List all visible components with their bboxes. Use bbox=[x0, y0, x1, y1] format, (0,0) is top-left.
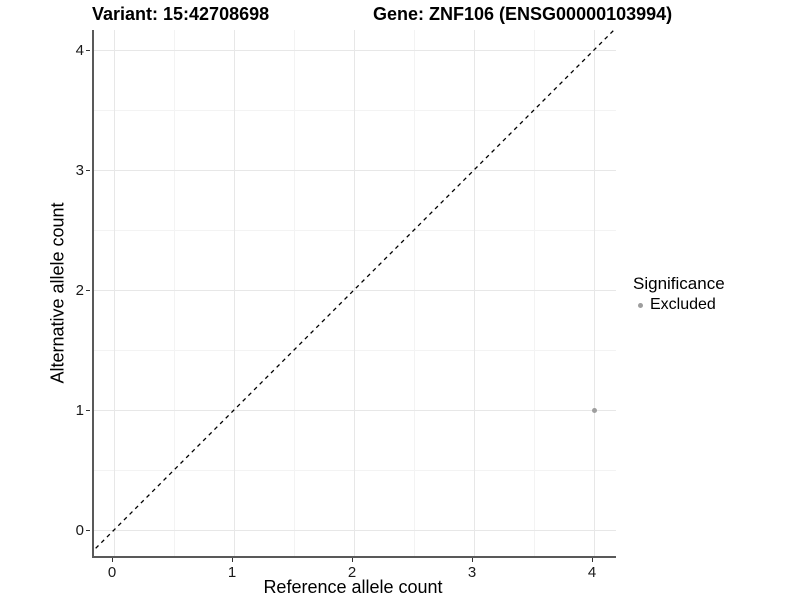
minor-gridline-y bbox=[94, 110, 616, 111]
major-gridline-x bbox=[474, 30, 475, 556]
major-gridline-x bbox=[354, 30, 355, 556]
y-tick-label: 4 bbox=[75, 42, 84, 59]
legend: Significance Excluded bbox=[633, 274, 725, 314]
minor-gridline-y bbox=[94, 350, 616, 351]
major-gridline-y bbox=[94, 50, 616, 51]
y-tick-mark bbox=[86, 170, 90, 171]
major-gridline-x bbox=[114, 30, 115, 556]
variant-title: Variant: 15:42708698 bbox=[92, 4, 270, 24]
x-tick-mark bbox=[472, 558, 473, 562]
major-gridline-x bbox=[594, 30, 595, 556]
major-gridline-y bbox=[94, 290, 616, 291]
x-axis-title: Reference allele count bbox=[263, 577, 443, 597]
x-tick-mark bbox=[112, 558, 113, 562]
x-tick-label: 3 bbox=[467, 564, 477, 581]
legend-item: Excluded bbox=[633, 296, 725, 314]
minor-gridline-x bbox=[294, 30, 295, 556]
major-gridline-x bbox=[234, 30, 235, 556]
y-tick-label: 1 bbox=[75, 402, 84, 419]
x-tick-mark bbox=[352, 558, 353, 562]
plot-panel bbox=[92, 30, 616, 558]
major-gridline-y bbox=[94, 410, 616, 411]
identity-line bbox=[94, 30, 615, 551]
minor-gridline-x bbox=[414, 30, 415, 556]
y-tick-mark bbox=[86, 50, 90, 51]
y-tick-label: 0 bbox=[75, 522, 84, 539]
x-tick-label: 1 bbox=[227, 564, 237, 581]
x-tick-label: 0 bbox=[107, 564, 117, 581]
minor-gridline-y bbox=[94, 230, 616, 231]
x-tick-mark bbox=[232, 558, 233, 562]
x-tick-label: 2 bbox=[347, 564, 357, 581]
x-tick-label: 4 bbox=[587, 564, 597, 581]
legend-key-dot-icon bbox=[638, 302, 643, 308]
legend-item-label: Excluded bbox=[650, 296, 716, 313]
major-gridline-y bbox=[94, 530, 616, 531]
y-tick-label: 3 bbox=[75, 162, 84, 179]
minor-gridline-x bbox=[534, 30, 535, 556]
gene-title: Gene: ZNF106 (ENSG00000103994) bbox=[373, 4, 673, 24]
minor-gridline-x bbox=[174, 30, 175, 556]
minor-gridline-y bbox=[94, 470, 616, 471]
legend-title: Significance bbox=[633, 274, 725, 293]
y-tick-mark bbox=[86, 530, 90, 531]
data-point bbox=[591, 407, 597, 413]
major-gridline-y bbox=[94, 170, 616, 171]
y-tick-label: 2 bbox=[75, 282, 84, 299]
y-tick-mark bbox=[86, 290, 90, 291]
y-tick-mark bbox=[86, 410, 90, 411]
x-tick-mark bbox=[592, 558, 593, 562]
